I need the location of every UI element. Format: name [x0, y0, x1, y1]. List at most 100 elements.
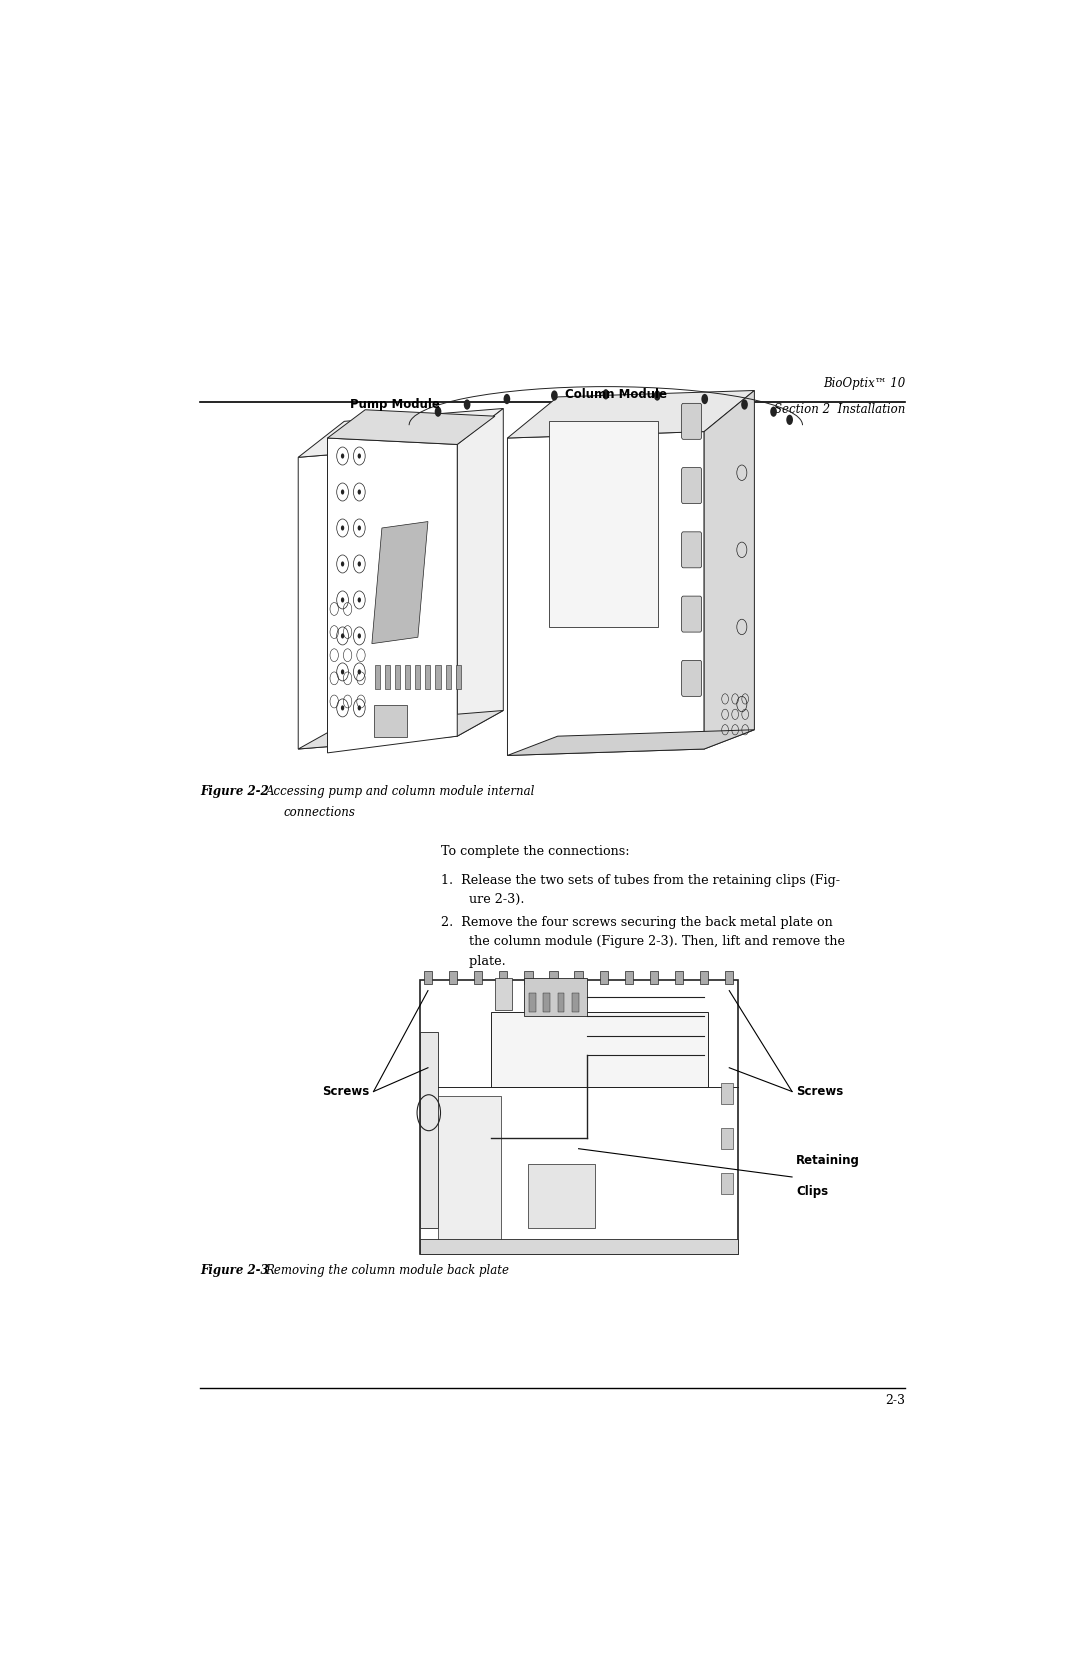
Circle shape [357, 526, 361, 531]
Text: Screws: Screws [322, 1085, 369, 1098]
Circle shape [653, 391, 661, 401]
Circle shape [701, 394, 708, 404]
Circle shape [341, 526, 345, 531]
Text: BioOptix™ 10: BioOptix™ 10 [823, 377, 905, 391]
FancyBboxPatch shape [721, 1173, 733, 1193]
FancyBboxPatch shape [681, 661, 702, 696]
FancyBboxPatch shape [700, 971, 708, 985]
FancyBboxPatch shape [550, 971, 557, 985]
Text: connections: connections [284, 806, 356, 818]
Text: To complete the connections:: To complete the connections: [441, 846, 630, 858]
FancyBboxPatch shape [650, 971, 658, 985]
Circle shape [357, 706, 361, 711]
Text: 2.  Remove the four screws securing the back metal plate on: 2. Remove the four screws securing the b… [441, 916, 833, 930]
Circle shape [357, 633, 361, 639]
FancyBboxPatch shape [557, 993, 565, 1013]
FancyBboxPatch shape [423, 971, 432, 985]
Circle shape [357, 454, 361, 459]
Text: 2-3: 2-3 [885, 1394, 905, 1407]
Circle shape [603, 389, 609, 399]
FancyBboxPatch shape [721, 1083, 733, 1103]
Text: Accessing pump and column module internal: Accessing pump and column module interna… [266, 784, 535, 798]
FancyBboxPatch shape [524, 978, 588, 1016]
Circle shape [551, 391, 557, 401]
FancyBboxPatch shape [490, 1013, 708, 1087]
Text: Clips: Clips [796, 1185, 828, 1198]
Circle shape [357, 669, 361, 674]
FancyBboxPatch shape [681, 467, 702, 504]
FancyBboxPatch shape [599, 971, 608, 985]
FancyBboxPatch shape [420, 1238, 738, 1253]
Circle shape [741, 399, 747, 409]
Text: plate.: plate. [449, 955, 505, 968]
FancyBboxPatch shape [386, 666, 390, 689]
FancyBboxPatch shape [495, 978, 512, 1010]
FancyBboxPatch shape [374, 706, 407, 738]
FancyBboxPatch shape [456, 666, 460, 689]
FancyBboxPatch shape [499, 971, 508, 985]
FancyBboxPatch shape [420, 1031, 438, 1228]
Polygon shape [372, 521, 428, 644]
Polygon shape [457, 409, 503, 736]
FancyBboxPatch shape [681, 404, 702, 439]
Circle shape [357, 489, 361, 494]
Polygon shape [298, 444, 457, 749]
Text: Screws: Screws [796, 1085, 843, 1098]
Circle shape [357, 561, 361, 566]
Text: Column Module: Column Module [565, 387, 667, 401]
Circle shape [341, 706, 345, 711]
FancyBboxPatch shape [474, 971, 483, 985]
Circle shape [341, 669, 345, 674]
Text: 1.  Release the two sets of tubes from the retaining clips (Fig-: 1. Release the two sets of tubes from th… [441, 873, 839, 886]
Circle shape [770, 407, 777, 417]
FancyBboxPatch shape [435, 666, 441, 689]
Text: Removing the column module back plate: Removing the column module back plate [266, 1265, 510, 1277]
Circle shape [435, 407, 442, 417]
Polygon shape [508, 391, 754, 437]
FancyBboxPatch shape [572, 993, 579, 1013]
FancyBboxPatch shape [375, 666, 380, 689]
FancyBboxPatch shape [438, 1097, 501, 1248]
FancyBboxPatch shape [420, 980, 738, 1253]
Circle shape [786, 414, 793, 426]
Polygon shape [298, 711, 503, 749]
Circle shape [503, 394, 510, 404]
FancyBboxPatch shape [395, 666, 401, 689]
Text: Retaining: Retaining [796, 1153, 860, 1167]
FancyBboxPatch shape [446, 666, 450, 689]
FancyBboxPatch shape [550, 421, 658, 628]
Polygon shape [327, 411, 495, 444]
Text: Figure 2-2: Figure 2-2 [200, 784, 269, 798]
FancyBboxPatch shape [543, 993, 550, 1013]
Polygon shape [508, 432, 704, 756]
Circle shape [341, 598, 345, 603]
Polygon shape [508, 729, 754, 756]
Text: ure 2-3).: ure 2-3). [449, 893, 525, 906]
FancyBboxPatch shape [681, 532, 702, 567]
Polygon shape [327, 437, 457, 753]
FancyBboxPatch shape [528, 1165, 595, 1228]
Circle shape [357, 598, 361, 603]
FancyBboxPatch shape [426, 666, 431, 689]
Circle shape [341, 454, 345, 459]
FancyBboxPatch shape [529, 993, 536, 1013]
FancyBboxPatch shape [721, 1128, 733, 1148]
FancyBboxPatch shape [681, 596, 702, 633]
FancyBboxPatch shape [675, 971, 684, 985]
FancyBboxPatch shape [405, 666, 410, 689]
Polygon shape [298, 409, 503, 457]
FancyBboxPatch shape [725, 971, 733, 985]
FancyBboxPatch shape [416, 666, 420, 689]
FancyBboxPatch shape [524, 971, 532, 985]
FancyBboxPatch shape [575, 971, 583, 985]
Text: Pump Module: Pump Module [350, 397, 440, 411]
Circle shape [341, 561, 345, 566]
Circle shape [463, 399, 471, 409]
Polygon shape [704, 391, 754, 749]
Circle shape [341, 633, 345, 639]
Circle shape [341, 489, 345, 494]
FancyBboxPatch shape [449, 971, 457, 985]
Text: Figure 2-3: Figure 2-3 [200, 1265, 269, 1277]
Text: Section 2  Installation: Section 2 Installation [773, 404, 905, 416]
FancyBboxPatch shape [624, 971, 633, 985]
